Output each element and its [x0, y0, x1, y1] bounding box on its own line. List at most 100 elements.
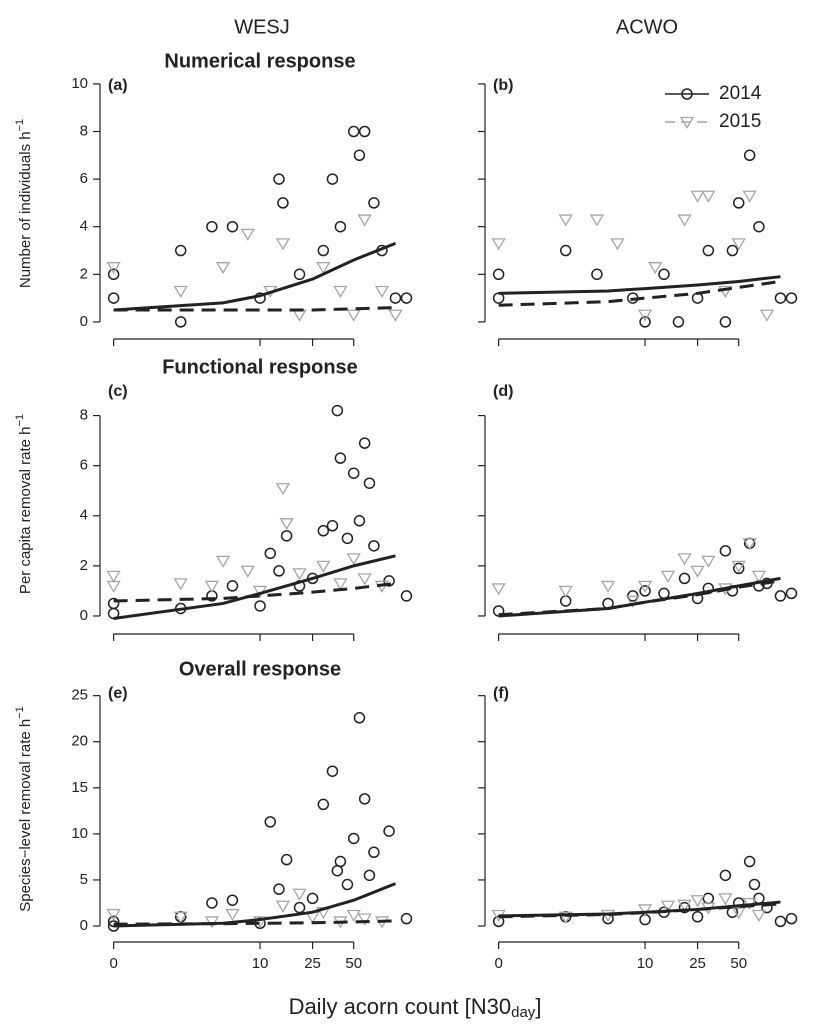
point [273, 883, 285, 895]
point [719, 316, 732, 328]
point [743, 855, 756, 868]
point [346, 309, 361, 322]
point [334, 452, 347, 464]
point [215, 555, 231, 568]
point [658, 268, 670, 281]
point [226, 220, 239, 233]
point [292, 568, 307, 581]
point [334, 855, 347, 868]
point [254, 600, 266, 612]
point [215, 262, 231, 275]
point [637, 309, 653, 322]
point [106, 580, 121, 593]
point [226, 580, 239, 592]
point [107, 597, 120, 610]
point [280, 530, 293, 542]
point [637, 904, 653, 917]
y-axis-label-sup: −1 [14, 119, 26, 132]
point [389, 292, 402, 304]
point [363, 869, 376, 882]
point [589, 214, 605, 227]
y-axis-label-text: Species−level removal rate h [17, 719, 34, 912]
point [719, 545, 732, 557]
point [558, 911, 573, 924]
point [368, 197, 380, 209]
point [293, 268, 306, 281]
fit-line [113, 581, 396, 603]
y-axis-label: Per capita removal rate h−1 [14, 414, 34, 594]
point [751, 570, 767, 583]
point [718, 285, 733, 298]
point [400, 912, 413, 925]
point [206, 220, 218, 233]
point [731, 560, 746, 573]
y-tick-label: 5 [80, 871, 88, 888]
point [275, 900, 291, 913]
point [732, 197, 745, 209]
point [774, 292, 787, 304]
point [107, 292, 120, 304]
y-tick-label: 6 [80, 457, 88, 474]
point [491, 583, 506, 596]
point [264, 816, 277, 828]
point [610, 238, 625, 251]
y-tick-label: 4 [80, 507, 88, 524]
point [677, 553, 692, 566]
x-tick-label: 10 [637, 955, 654, 972]
panel-label: (a) [108, 77, 128, 94]
x-axis-label-end: ] [535, 994, 541, 1019]
point [660, 570, 676, 583]
legend-marker [679, 116, 695, 129]
point [174, 316, 187, 328]
point [106, 570, 121, 583]
point [718, 893, 733, 906]
point [277, 197, 289, 209]
point [333, 285, 348, 298]
point [357, 913, 372, 926]
point [316, 262, 331, 275]
point [751, 909, 767, 922]
point [374, 285, 390, 298]
y-axis-label-text: Number of individuals h [17, 131, 34, 288]
y-tick-label: 8 [80, 122, 88, 139]
point [637, 580, 653, 593]
point [280, 853, 293, 866]
point [279, 518, 294, 531]
column-header: ACWO [616, 16, 678, 38]
column-header: WESJ [234, 16, 290, 38]
y-tick-label: 4 [80, 218, 88, 235]
point [690, 190, 705, 203]
fit-line [498, 579, 781, 617]
point [173, 285, 188, 298]
legend-label: 2015 [719, 111, 761, 132]
point [173, 578, 188, 591]
point [658, 587, 670, 600]
panel-label: (e) [108, 685, 128, 702]
point [306, 892, 319, 905]
y-tick-label: 15 [71, 779, 88, 796]
point [273, 173, 285, 185]
point [691, 911, 704, 923]
x-tick-label: 10 [252, 955, 269, 972]
point [341, 878, 354, 891]
point [107, 268, 120, 281]
y-axis-label-sup: −1 [14, 706, 26, 719]
fit-line [498, 902, 781, 919]
point [292, 309, 307, 322]
point [774, 915, 787, 928]
fit-line [113, 919, 396, 926]
y-axis-label-text: Per capita removal rate h [17, 426, 34, 594]
point [275, 238, 291, 251]
panel-title: Overall response [179, 658, 341, 680]
point [639, 316, 651, 328]
point [600, 580, 616, 593]
point [347, 832, 360, 845]
y-tick-label: 2 [80, 265, 88, 282]
point [357, 214, 372, 227]
point [358, 125, 371, 138]
point [678, 901, 691, 914]
point [742, 190, 757, 203]
y-tick-label: 25 [71, 687, 88, 704]
x-tick-label: 25 [304, 955, 321, 972]
